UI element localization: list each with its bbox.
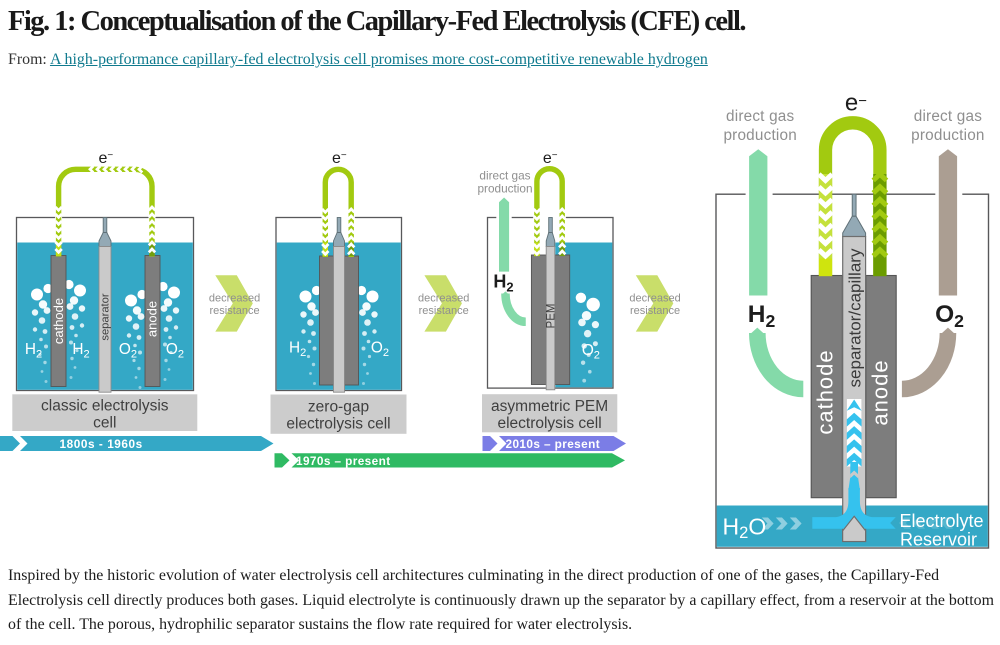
- svg-text:Electrolyte: Electrolyte: [899, 511, 983, 531]
- svg-text:cathode: cathode: [812, 349, 837, 434]
- svg-text:direct gas: direct gas: [914, 108, 982, 125]
- svg-text:electrolysis cell: electrolysis cell: [286, 415, 390, 432]
- svg-text:zero-gap: zero-gap: [308, 398, 369, 415]
- svg-text:anode: anode: [867, 359, 892, 425]
- svg-text:e−: e−: [845, 90, 867, 117]
- svg-text:separator/capillary: separator/capillary: [845, 248, 864, 387]
- svg-text:decreased: decreased: [629, 292, 680, 304]
- svg-text:production: production: [723, 127, 796, 144]
- svg-text:separator: separator: [100, 293, 112, 341]
- svg-text:cell: cell: [93, 414, 116, 431]
- svg-text:production: production: [477, 182, 532, 196]
- svg-text:direct gas: direct gas: [479, 169, 530, 183]
- svg-text:e−: e−: [543, 150, 558, 167]
- svg-text:1970s – present: 1970s – present: [296, 454, 391, 468]
- svg-text:anode: anode: [144, 301, 159, 337]
- svg-text:electrolysis cell: electrolysis cell: [497, 415, 601, 432]
- svg-text:classic electrolysis: classic electrolysis: [41, 397, 169, 414]
- svg-text:e−: e−: [332, 150, 347, 167]
- svg-text:2010s – present: 2010s – present: [506, 437, 601, 451]
- svg-text:direct gas: direct gas: [726, 108, 794, 125]
- svg-text:resistance: resistance: [630, 305, 680, 317]
- svg-text:asymmetric PEM: asymmetric PEM: [491, 398, 608, 415]
- svg-text:e−: e−: [98, 150, 113, 167]
- svg-text:decreased: decreased: [209, 292, 260, 304]
- svg-text:production: production: [911, 127, 984, 144]
- svg-text:1800s - 1960s: 1800s - 1960s: [60, 437, 143, 451]
- svg-text:resistance: resistance: [419, 305, 469, 317]
- svg-text:resistance: resistance: [210, 305, 260, 317]
- svg-text:decreased: decreased: [418, 292, 469, 304]
- svg-text:cathode: cathode: [51, 298, 66, 344]
- svg-text:PEM: PEM: [545, 304, 557, 329]
- svg-text:Reservoir: Reservoir: [900, 530, 977, 550]
